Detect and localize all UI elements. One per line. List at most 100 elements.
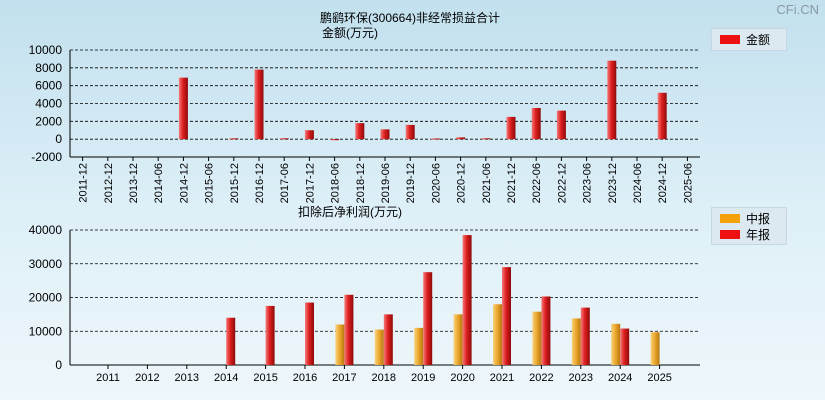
chart2-bar-interim: [493, 304, 502, 365]
chart1-xtick-label: 2014-12: [178, 163, 190, 203]
chart2-bar-interim: [571, 318, 581, 365]
chart2-xtick-label: 2013: [175, 372, 199, 384]
chart2-bar-annual: [580, 307, 590, 365]
chart2-bar-interim: [414, 327, 424, 365]
chart2-xtick-label: 2023: [569, 372, 593, 384]
chart1-bar: [607, 60, 617, 140]
legend-chart2: 中报 年报: [711, 207, 787, 245]
chart2-bar-interim: [611, 323, 621, 365]
chart1-xtick-label: 2015-06: [204, 163, 216, 203]
chart1-bar: [279, 138, 289, 140]
chart1-xtick-label: 2023-12: [607, 163, 619, 203]
legend-item-amount: 金额: [720, 32, 771, 47]
chart2-xtick-label: 2011: [96, 372, 120, 384]
chart1-bar: [330, 139, 340, 141]
chart2-xtick-label: 2021: [490, 372, 514, 384]
chart1-bar: [506, 116, 516, 140]
chart1-bar: [430, 138, 440, 140]
chart1-xtick-label: 2018-06: [330, 163, 342, 203]
chart1-xtick-label: 2020-12: [456, 163, 468, 203]
chart1-xtick-label: 2014-06: [153, 163, 165, 203]
chart2-xtick-label: 2015: [253, 372, 277, 384]
chart1-title: 鹏鹞环保(300664)非经常损益合计: [320, 10, 500, 25]
chart2-bar-annual: [541, 296, 551, 365]
chart1-ytick-label: 4000: [35, 97, 62, 111]
chart2-ytick-label: 30000: [29, 257, 63, 271]
chart1-xtick-label: 2017-12: [304, 163, 316, 203]
chart2-xtick-label: 2014: [214, 372, 238, 384]
chart1-ytick-label: 0: [55, 132, 62, 146]
chart1-xtick-label: 2021-06: [481, 163, 493, 203]
legend-item-interim: 中报: [720, 211, 771, 226]
chart2-xtick-label: 2022: [529, 372, 553, 384]
chart1-bar: [556, 110, 566, 140]
chart1-xtick-label: 2022-06: [531, 163, 543, 203]
chart2-bar-annual: [344, 294, 354, 365]
chart1-ytick-label: 10000: [29, 43, 63, 57]
chart2-bar-annual: [502, 267, 511, 365]
legend-label: 金额: [746, 32, 771, 47]
legend-swatch: [720, 34, 740, 44]
chart1-bar: [380, 129, 390, 140]
chart2-xtick-label: 2012: [135, 372, 159, 384]
chart1-bar: [229, 138, 239, 140]
brand-logo: CFi.CN: [776, 2, 819, 17]
chart2-title: 扣除后净利润(万元): [298, 204, 402, 219]
chart1-xtick-label: 2023-06: [582, 163, 594, 203]
chart2-xtick-label: 2020: [450, 372, 474, 384]
chart1-xtick-label: 2024-12: [657, 163, 669, 203]
chart2-xtick-label: 2025: [647, 372, 671, 384]
chart1-xtick-label: 2019-12: [405, 163, 417, 203]
chart1-bar: [657, 92, 667, 140]
chart2-ytick-label: 10000: [29, 324, 63, 338]
chart1-xtick-label: 2024-06: [632, 163, 644, 203]
chart1-bar: [254, 69, 264, 140]
chart2-bar-interim: [532, 311, 542, 365]
chart1-bar: [178, 77, 188, 140]
legend-swatch: [720, 229, 740, 239]
chart1-ytick-label: 6000: [35, 79, 62, 93]
legend-swatch: [720, 213, 740, 223]
chart2-ytick-label: 40000: [29, 223, 63, 237]
legend-label: 中报: [746, 211, 771, 226]
legend-chart1: 金额: [711, 28, 787, 51]
chart1-xtick-label: 2016-12: [254, 163, 266, 203]
chart2-bar-annual: [462, 235, 472, 365]
chart2-xtick-label: 2016: [293, 372, 317, 384]
chart2-xtick-label: 2024: [608, 372, 632, 384]
chart1-bar: [355, 123, 365, 140]
legend-label: 年报: [746, 227, 771, 242]
chart1-xtick-label: 2020-06: [430, 163, 442, 203]
chart2-ytick-label: 0: [55, 358, 62, 372]
chart1-ytick-label: -2000: [31, 150, 62, 164]
chart1-xtick-label: 2012-12: [103, 163, 115, 203]
chart1-bar: [456, 137, 466, 140]
chart1-bar: [405, 124, 415, 140]
chart1-xtick-label: 2019-06: [380, 163, 392, 203]
chart1-ytick-label: 8000: [35, 61, 62, 75]
chart2-bar-interim: [650, 332, 660, 365]
chart2-bar-annual: [305, 302, 314, 365]
chart1-xtick-label: 2017-06: [279, 163, 291, 203]
chart1-xtick-label: 2021-12: [506, 163, 518, 203]
chart1-ytick-label: 2000: [35, 114, 62, 128]
chart1-xtick-label: 2011-12: [78, 163, 90, 203]
chart2-xtick-label: 2019: [411, 372, 435, 384]
chart1-xtick-label: 2015-12: [229, 163, 241, 203]
chart1-xtick-label: 2013-12: [128, 163, 140, 203]
chart1-bar: [304, 130, 314, 140]
chart1-xtick-label: 2025-06: [682, 163, 694, 203]
chart2-bar-annual: [620, 328, 630, 365]
chart2-bar-annual: [226, 317, 236, 365]
chart2-ytick-label: 20000: [29, 291, 63, 305]
chart2-bar-annual: [423, 272, 433, 365]
chart1-xtick-label: 2018-12: [355, 163, 367, 203]
chart2-bar-annual: [265, 305, 275, 365]
chart2-xtick-label: 2018: [372, 372, 396, 384]
chart2-bar-interim: [335, 324, 345, 365]
chart1-bar: [481, 138, 491, 140]
chart2-bar-annual: [383, 314, 393, 365]
chart2-bar-interim: [453, 314, 463, 365]
chart1-xtick-label: 2022-12: [556, 163, 568, 203]
